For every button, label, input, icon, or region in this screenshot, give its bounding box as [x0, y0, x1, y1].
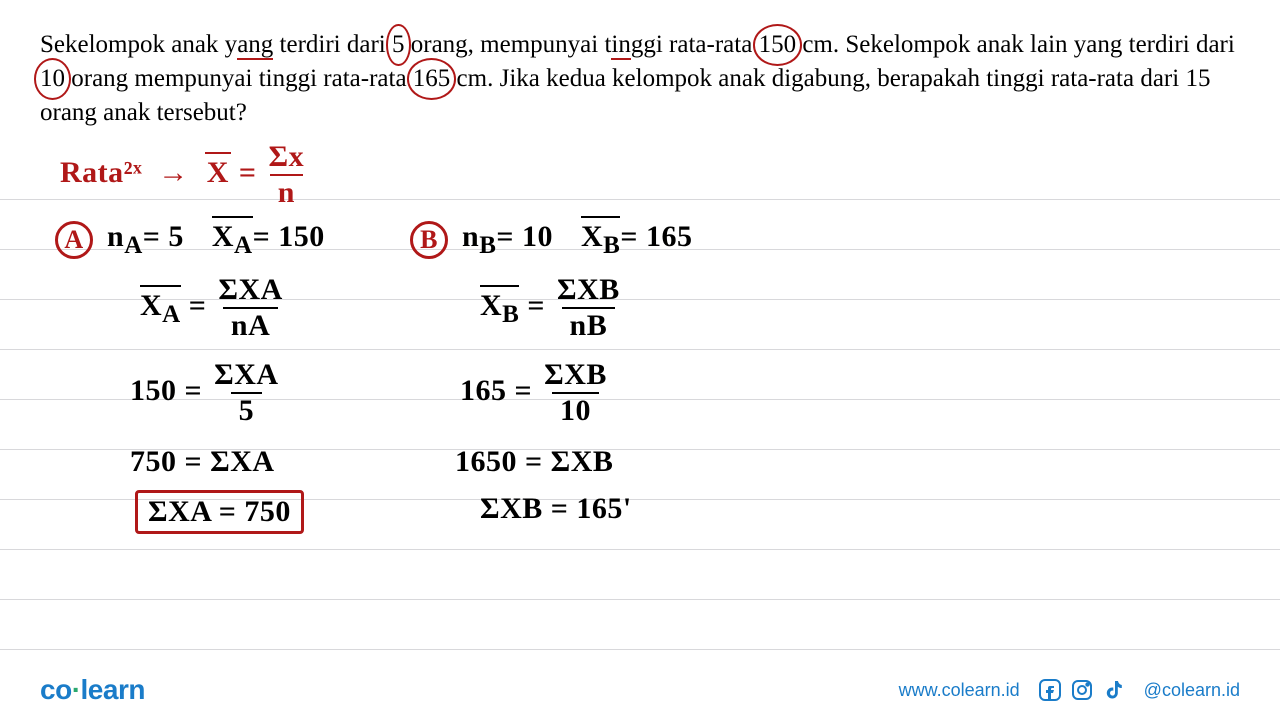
col-b-line2: XB = ΣXB nB — [480, 275, 624, 341]
col-a-line4: 750 = ΣXA — [130, 445, 275, 479]
col-a-line2: XA = ΣXA nA — [140, 275, 287, 341]
col-a-line3: 150 = ΣXA 5 — [130, 360, 283, 426]
seg-7: ggi rata-rata — [631, 31, 759, 58]
seg-9: cm. Sekelompok anak lain yang terdiri da… — [796, 31, 1235, 58]
social-icons — [1038, 678, 1126, 702]
logo: co·learn — [40, 674, 145, 706]
circle-a-icon: A — [55, 221, 93, 259]
problem-text: Sekelompok anak yang terdiri dari 5 oran… — [40, 28, 1240, 129]
footer-right: www.colearn.id — [899, 678, 1240, 702]
instagram-icon — [1070, 678, 1094, 702]
footer: co·learn www.colearn.id — [0, 660, 1280, 720]
col-b-line5: ΣXB = 165' — [480, 492, 632, 526]
formula-label: Rata²ˣ → X = Σx n — [60, 142, 308, 208]
circled-150: 150 — [759, 28, 797, 62]
seg-5: orang, mempunyai t — [405, 31, 612, 58]
logo-co: co — [40, 674, 72, 705]
logo-dot: · — [72, 674, 81, 705]
seg-1: Sekelompok anak y — [40, 31, 237, 58]
logo-learn: learn — [81, 674, 145, 705]
seg-2-underline: ang — [237, 31, 273, 58]
seg-11: orang mempunyai tinggi rata-rata — [65, 65, 413, 92]
col-a-line5: ΣXA = 750 — [135, 490, 304, 534]
col-b-line3: 165 = ΣXB 10 — [460, 360, 611, 426]
facebook-icon — [1038, 678, 1062, 702]
col-b-line4: 1650 = ΣXB — [455, 445, 613, 479]
circled-5: 5 — [392, 28, 405, 62]
circle-b-icon: B — [410, 221, 448, 259]
tiktok-icon — [1102, 678, 1126, 702]
footer-url: www.colearn.id — [899, 680, 1020, 701]
col-b-row1: B nB= 10 XB= 165 — [410, 220, 692, 260]
circled-165: 165 — [413, 62, 451, 96]
circled-10: 10 — [40, 62, 65, 96]
seg-6-underline: in — [611, 31, 630, 58]
seg-3: terdiri dari — [273, 31, 392, 58]
footer-handle: @colearn.id — [1144, 680, 1240, 701]
col-a-row1: A nA= 5 XA= 150 — [55, 220, 325, 260]
